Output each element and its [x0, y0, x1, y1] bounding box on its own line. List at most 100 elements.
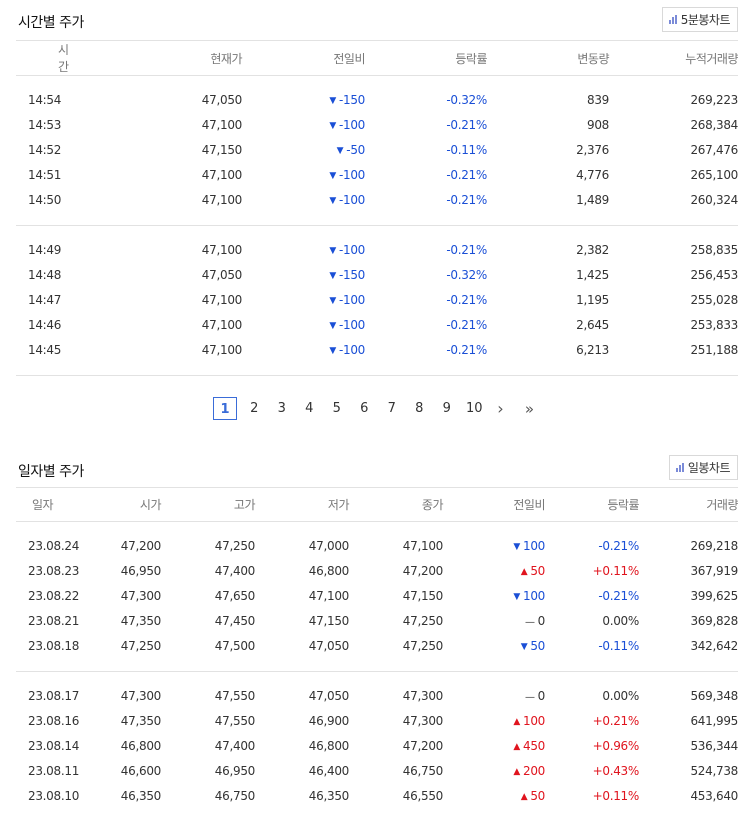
pagination: 1 2 3 4 5 6 7 8 9 10 › » [213, 397, 542, 420]
open-cell: 47,350 [120, 714, 162, 728]
header-date: 일자 [16, 487, 72, 522]
triangle-down-icon: ▼ [329, 96, 336, 106]
change-cell: —0 [443, 684, 545, 709]
chevron-right-icon[interactable]: › [497, 399, 504, 418]
volume-cell: 399,625 [690, 589, 738, 603]
rate-cell: -0.21% [446, 243, 487, 257]
separator-row [16, 362, 738, 376]
cum-volume-cell: 267,476 [690, 143, 738, 157]
table-row: 23.08.23 46,950 47,400 46,800 47,200 ▲ 50 +0.11… [16, 559, 738, 584]
table-row: 14:51 47,100 ▼ -100 -0.21% 4,776 265,100 [16, 163, 738, 188]
page-link-2[interactable]: 2 [250, 401, 259, 416]
price-cell: 47,150 [201, 143, 243, 157]
rate-cell: +0.11% [592, 789, 640, 803]
rate-cell: +0.96% [592, 739, 640, 753]
page-link-10[interactable]: 10 [465, 401, 483, 416]
rate-cell: -0.21% [446, 168, 487, 182]
change-value: -100 [338, 293, 365, 307]
price-cell: 47,100 [201, 168, 243, 182]
date-cell: 23.08.24 [28, 539, 80, 553]
close-cell: 47,300 [402, 714, 444, 728]
volume-change-cell: 2,645 [576, 318, 609, 332]
price-cell: 47,100 [201, 293, 243, 307]
close-cell: 47,100 [402, 539, 444, 553]
open-cell: 46,350 [120, 789, 162, 803]
time-cell: 14:54 [28, 93, 62, 107]
table-row: 23.08.22 47,300 47,650 47,100 47,150 ▼ 100 -0.2… [16, 584, 738, 609]
change-cell: ▼ -100 [242, 238, 365, 263]
rate-cell: -0.21% [446, 343, 487, 357]
change-cell: ▼ 100 [443, 534, 545, 559]
price-cell: 47,100 [201, 243, 243, 257]
open-cell: 46,600 [120, 764, 162, 778]
double-chevron-right-icon[interactable]: » [524, 399, 535, 418]
rate-cell: -0.21% [446, 318, 487, 332]
change-value: -100 [338, 343, 365, 357]
price-cell: 47,050 [201, 93, 243, 107]
close-cell: 46,750 [402, 764, 444, 778]
rate-cell: +0.21% [592, 714, 640, 728]
triangle-down-icon: ▼ [329, 346, 336, 356]
table-row: 23.08.16 47,350 47,550 46,900 47,300 ▲ 100 +0.2… [16, 709, 738, 734]
low-cell: 46,350 [308, 789, 350, 803]
change-cell: ▲ 50 [443, 784, 546, 809]
low-cell: 47,150 [308, 614, 350, 628]
open-cell: 46,800 [120, 739, 162, 753]
page-link-6[interactable]: 6 [360, 401, 369, 416]
spacer-row [16, 522, 738, 534]
change-value: -100 [338, 243, 365, 257]
page-link-4[interactable]: 4 [305, 401, 314, 416]
change-value: 0 [537, 614, 546, 628]
change-value: -50 [346, 143, 365, 157]
open-cell: 47,300 [120, 689, 162, 703]
change-cell: —0 [443, 609, 545, 634]
header-cum-volume: 누적거래량 [609, 40, 738, 76]
cum-volume-cell: 251,188 [690, 343, 738, 357]
change-cell: ▼ -100 [242, 338, 365, 363]
change-value: 0 [537, 689, 546, 703]
table-header-row: 일자 시가 고가 저가 종가 전일비 등락률 거래량 [16, 487, 738, 522]
date-cell: 23.08.18 [28, 639, 80, 653]
dash-icon: — [524, 692, 535, 703]
volume-cell: 536,344 [690, 739, 738, 753]
header-volume: 거래량 [639, 487, 738, 522]
bar-chart-icon [675, 463, 684, 472]
page-link-8[interactable]: 8 [415, 401, 424, 416]
high-cell: 46,750 [214, 789, 256, 803]
change-cell: ▼ -50 [242, 138, 366, 163]
volume-change-cell: 2,382 [576, 243, 609, 257]
volume-cell: 369,828 [690, 614, 738, 628]
header-time: 시간 [16, 40, 70, 76]
page-link-1[interactable]: 1 [213, 397, 237, 420]
change-cell: ▼ -150 [242, 263, 365, 288]
volume-cell: 524,738 [690, 764, 738, 778]
change-cell: ▼ -100 [242, 288, 365, 313]
triangle-up-icon: ▲ [520, 567, 528, 577]
date-cell: 23.08.11 [28, 764, 80, 778]
date-cell: 23.08.16 [28, 714, 80, 728]
page-link-5[interactable]: 5 [332, 401, 341, 416]
rate-cell: -0.21% [446, 193, 487, 207]
page-link-9[interactable]: 9 [442, 401, 451, 416]
page-link-3[interactable]: 3 [277, 401, 286, 416]
volume-change-cell: 1,425 [576, 268, 609, 282]
rate-cell: -0.21% [446, 118, 487, 132]
five-minute-chart-label: 5분봉차트 [680, 13, 731, 27]
time-section-title: 시간별 주가 [18, 15, 84, 31]
date-cell: 23.08.22 [28, 589, 80, 603]
low-cell: 46,800 [308, 739, 350, 753]
table-row: 14:49 47,100 ▼ -100 -0.21% 2,382 258,835 [16, 238, 738, 263]
triangle-up-icon: ▲ [520, 792, 528, 802]
header-change: 전일비 [443, 487, 546, 522]
cum-volume-cell: 260,324 [690, 193, 738, 207]
change-value: 50 [530, 564, 545, 578]
triangle-up-icon: ▲ [513, 742, 520, 752]
price-cell: 47,100 [201, 343, 243, 357]
triangle-down-icon: ▼ [329, 246, 336, 256]
cum-volume-cell: 256,453 [690, 268, 738, 282]
price-cell: 47,100 [201, 318, 243, 332]
daily-chart-button[interactable]: 일봉차트 [668, 455, 738, 480]
volume-cell: 569,348 [690, 689, 738, 703]
page-link-7[interactable]: 7 [387, 401, 396, 416]
five-minute-chart-button[interactable]: 5분봉차트 [661, 7, 738, 32]
